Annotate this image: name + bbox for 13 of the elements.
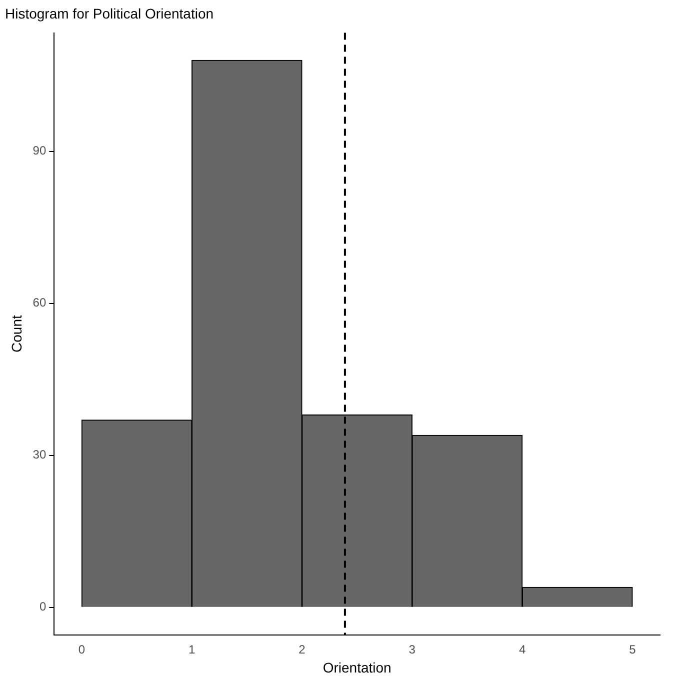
x-tick-label: 3 (408, 642, 416, 656)
chart-title: Histogram for Political Orientation (5, 5, 214, 22)
y-tick-label: 30 (32, 448, 46, 462)
y-tick-label: 0 (39, 600, 46, 614)
x-axis-title: Orientation (322, 659, 392, 676)
y-tick-label: 90 (32, 144, 46, 158)
x-tick-label: 0 (78, 642, 86, 656)
y-tick-label: 60 (32, 296, 46, 310)
y-axis-title: Count (8, 315, 24, 352)
x-tick-label: 1 (188, 642, 196, 656)
x-tick-label: 2 (298, 642, 306, 656)
x-tick-label: 5 (629, 642, 636, 656)
x-tick-label: 4 (518, 642, 526, 656)
